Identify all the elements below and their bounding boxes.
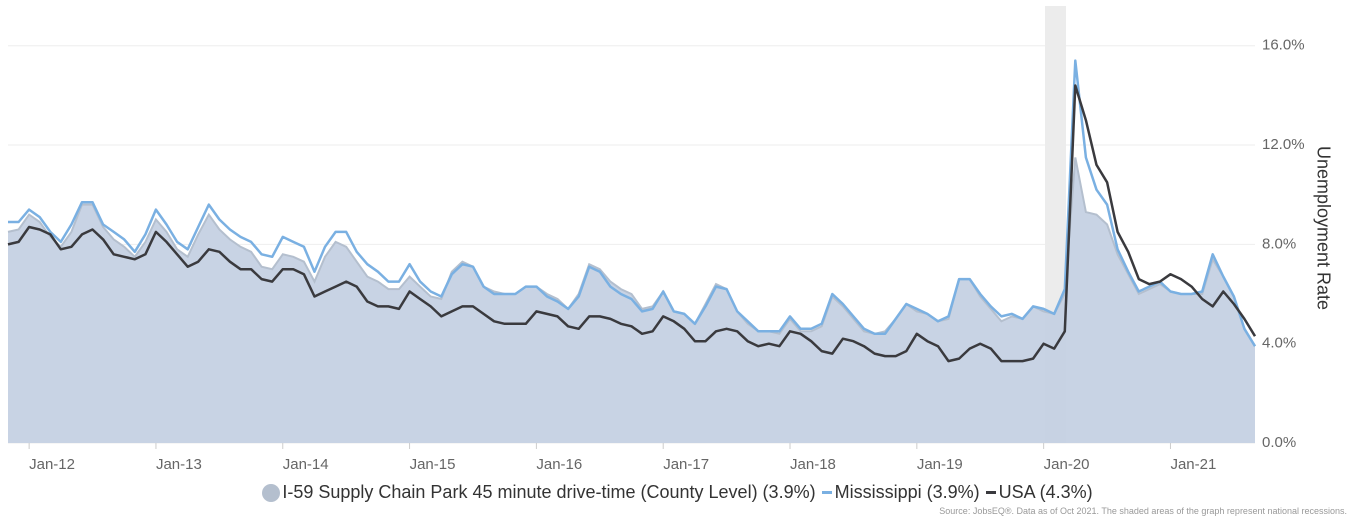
legend-swatch xyxy=(985,491,996,494)
x-tick-label: Jan-17 xyxy=(663,456,709,473)
y-tick-label: 0.0% xyxy=(1262,434,1296,451)
y-tick-label: 12.0% xyxy=(1262,136,1305,153)
y-axis-label: Unemployment Rate xyxy=(1313,146,1333,310)
legend-label: I-59 Supply Chain Park 45 minute drive-t… xyxy=(282,482,816,502)
y-tick-label: 16.0% xyxy=(1262,37,1305,54)
x-tick-label: Jan-21 xyxy=(1170,456,1216,473)
legend-label: USA (4.3%) xyxy=(998,482,1093,502)
source-note: Source: JobsEQ®. Data as of Oct 2021. Th… xyxy=(939,506,1347,516)
line xyxy=(8,59,1257,347)
legend-item[interactable]: Mississippi (3.9%) xyxy=(821,482,980,503)
x-tick-label: Jan-15 xyxy=(410,456,456,473)
x-tick-label: Jan-13 xyxy=(156,456,202,473)
x-tick-label: Jan-18 xyxy=(790,456,836,473)
legend-label: Mississippi (3.9%) xyxy=(834,482,980,502)
x-tick-label: Jan-19 xyxy=(917,456,963,473)
legend-item[interactable]: I-59 Supply Chain Park 45 minute drive-t… xyxy=(262,482,816,503)
x-tick-label: Jan-20 xyxy=(1044,456,1090,473)
y-tick-label: 8.0% xyxy=(1262,235,1296,252)
legend-item[interactable]: USA (4.3%) xyxy=(985,482,1093,503)
x-tick-label: Jan-14 xyxy=(283,456,329,473)
x-tick-label: Jan-12 xyxy=(29,456,75,473)
line xyxy=(7,84,1257,363)
legend-swatch xyxy=(821,491,832,494)
area-outline xyxy=(7,157,1256,347)
legend-swatch xyxy=(262,483,281,502)
y-tick-label: 4.0% xyxy=(1262,335,1296,352)
plot: Unemployment Rate 0.0% 4.0% 8.0% 12.0% 16.0%… xyxy=(7,6,1333,473)
x-tick-label: Jan-16 xyxy=(536,456,582,473)
legend: I-59 Supply Chain Park 45 minute drive-t… xyxy=(0,482,1355,503)
